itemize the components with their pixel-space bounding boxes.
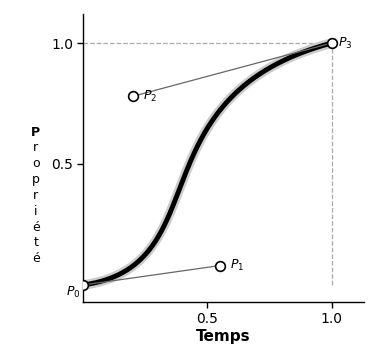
Text: $P_1$: $P_1$ — [230, 258, 244, 273]
Text: $P_3$: $P_3$ — [338, 35, 352, 51]
Text: é: é — [32, 252, 39, 265]
Text: i: i — [34, 205, 38, 218]
Text: t: t — [33, 236, 38, 249]
Text: P: P — [31, 126, 40, 139]
Text: r: r — [33, 141, 38, 154]
Text: é: é — [32, 220, 39, 233]
X-axis label: Temps: Temps — [196, 329, 251, 344]
Text: o: o — [32, 157, 39, 170]
Text: r: r — [33, 189, 38, 202]
Text: $P_2$: $P_2$ — [143, 89, 157, 104]
Text: $P_0$: $P_0$ — [66, 285, 81, 300]
Text: p: p — [32, 173, 40, 186]
